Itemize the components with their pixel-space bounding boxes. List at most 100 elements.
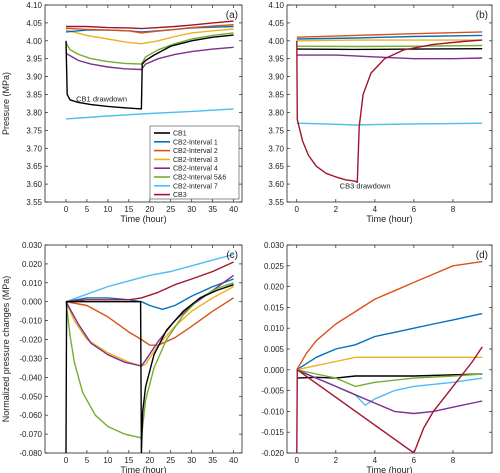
series-line-3-2: [296, 356, 483, 371]
x-tick-label-0-5: 25: [166, 205, 175, 214]
x-tick-label-3-1: 2: [334, 456, 339, 465]
series-line-0-7: [65, 34, 234, 110]
y-tick-label-1-3: 3.70: [268, 144, 284, 153]
y-tick-label-0-8: 3.95: [26, 55, 42, 64]
x-tick-label-3-0: 0: [295, 456, 300, 465]
series-group-3: [296, 260, 483, 453]
legend-entry-3: CB2-Interval 3: [173, 157, 218, 164]
series-line-0-0: [65, 108, 234, 120]
series-line-2-0: [65, 253, 234, 303]
y-axis-label-2: Normalized pressure changes (MPa): [1, 276, 11, 423]
y-tick-label-1-1: 3.60: [268, 180, 284, 189]
series-line-3-1: [296, 312, 483, 371]
y-tick-label-0-2: 3.65: [26, 162, 42, 171]
y-tick-label-2-3: -0.050: [19, 392, 42, 401]
x-tick-label-2-0: 0: [64, 456, 69, 465]
x-tick-label-1-2: 4: [373, 205, 378, 214]
x-axis-label-3: Time (hour): [366, 465, 412, 473]
series-line-3-0: [296, 260, 483, 371]
y-tick-label-3-9: 0.025: [264, 262, 285, 271]
y-tick-label-1-6: 3.85: [268, 91, 284, 100]
x-tick-label-2-5: 25: [166, 456, 175, 465]
y-tick-label-2-4: -0.040: [19, 373, 42, 382]
y-tick-label-1-2: 3.65: [268, 162, 284, 171]
y-tick-label-1-5: 3.80: [268, 108, 284, 117]
y-tick-label-3-2: -0.010: [261, 407, 284, 416]
y-tick-label-2-7: -0.010: [19, 317, 42, 326]
y-tick-label-3-7: 0.015: [264, 303, 285, 312]
y-tick-label-2-5: -0.030: [19, 354, 42, 363]
x-tick-label-0-8: 40: [229, 205, 238, 214]
panel-1: 0 2 4 6 8 3.55 3.60 3.65 3.70 3.75 3.80 3.85 3.90 3.9…: [268, 1, 493, 224]
y-tick-label-0-5: 3.80: [26, 108, 42, 117]
x-tick-label-1-1: 2: [334, 205, 339, 214]
y-tick-label-0-9: 4.00: [26, 37, 42, 46]
x-tick-label-2-1: 5: [85, 456, 90, 465]
panel-label-0: (a): [226, 10, 238, 21]
series-line-0-6: [66, 20, 234, 30]
series-line-1-1: [296, 54, 483, 60]
y-tick-label-3-1: -0.015: [261, 428, 284, 437]
x-axis-label-1: Time (hour): [366, 214, 412, 224]
panel-label-2: (c): [226, 250, 238, 261]
y-tick-label-2-0: -0.080: [19, 449, 42, 458]
y-tick-label-1-7: 3.90: [268, 73, 284, 82]
x-tick-label-0-6: 30: [187, 205, 196, 214]
y-tick-label-0-3: 3.70: [26, 144, 42, 153]
series-line-3-7: [296, 346, 483, 453]
series-line-1-0: [296, 122, 483, 126]
legend-entry-7: CB3: [173, 192, 187, 199]
legend-entry-0: CB1: [173, 131, 187, 138]
x-tick-label-0-4: 20: [145, 205, 154, 214]
legend-box: [149, 125, 240, 200]
y-tick-label-1-9: 4.00: [268, 37, 284, 46]
series-line-1-6: [296, 31, 483, 38]
y-tick-label-2-1: -0.070: [19, 430, 42, 439]
x-tick-label-1-3: 6: [412, 205, 417, 214]
x-tick-label-2-8: 40: [229, 456, 238, 465]
y-tick-label-0-11: 4.10: [26, 1, 42, 10]
series-line-0-3: [65, 28, 234, 45]
x-tick-label-3-3: 6: [412, 456, 417, 465]
series-line-3-6: [296, 369, 483, 415]
y-tick-label-2-10: 0.020: [22, 260, 43, 269]
y-tick-label-1-0: 3.55: [268, 198, 284, 207]
y-tick-label-2-2: -0.060: [19, 411, 42, 420]
x-tick-label-2-6: 30: [187, 456, 196, 465]
series-line-3-3: [296, 373, 483, 379]
series-line-1-2: [296, 44, 483, 48]
panel-label-3: (d): [476, 250, 488, 261]
series-line-2-1: [65, 278, 234, 310]
legend-entry-1: CB2-Interval 1: [173, 139, 218, 146]
x-tick-label-0-7: 35: [208, 205, 217, 214]
y-tick-label-2-9: 0.010: [22, 279, 43, 288]
series-group-2: [65, 253, 235, 453]
series-group-1: [296, 31, 483, 184]
x-tick-label-0-0: 0: [64, 205, 69, 214]
x-axis-label-0: Time (hour): [120, 214, 166, 224]
x-tick-label-0-2: 10: [103, 205, 112, 214]
x-tick-label-0-3: 15: [124, 205, 133, 214]
x-tick-label-2-2: 10: [103, 456, 112, 465]
legend-entry-6: CB2-Interval 7: [173, 183, 218, 190]
series-line-0-1: [65, 46, 234, 71]
y-tick-label-2-11: 0.030: [22, 241, 43, 250]
y-tick-label-3-10: 0.030: [264, 241, 285, 250]
x-tick-label-3-2: 4: [373, 456, 378, 465]
x-tick-label-2-7: 35: [208, 456, 217, 465]
x-tick-label-2-4: 20: [145, 456, 154, 465]
y-tick-label-0-1: 3.60: [26, 180, 42, 189]
y-axis-label-0: Pressure (MPa): [1, 72, 11, 135]
series-line-1-3: [296, 48, 483, 51]
x-tick-label-1-4: 8: [451, 205, 456, 214]
y-tick-label-1-8: 3.95: [268, 55, 284, 64]
series-line-3-4: [296, 369, 483, 388]
series-group-0: [65, 20, 234, 120]
y-tick-label-0-4: 3.75: [26, 126, 42, 135]
series-line-2-4: [65, 285, 234, 367]
panel-2: 0 5 10 15 20 25 30 35 40 -0.080 -0.070 -0.060 -0.050…: [1, 241, 243, 473]
series-line-1-4: [296, 39, 483, 42]
y-tick-label-3-5: 0.005: [264, 345, 285, 354]
series-line-2-3: [65, 297, 234, 346]
y-tick-label-0-7: 3.90: [26, 73, 42, 82]
